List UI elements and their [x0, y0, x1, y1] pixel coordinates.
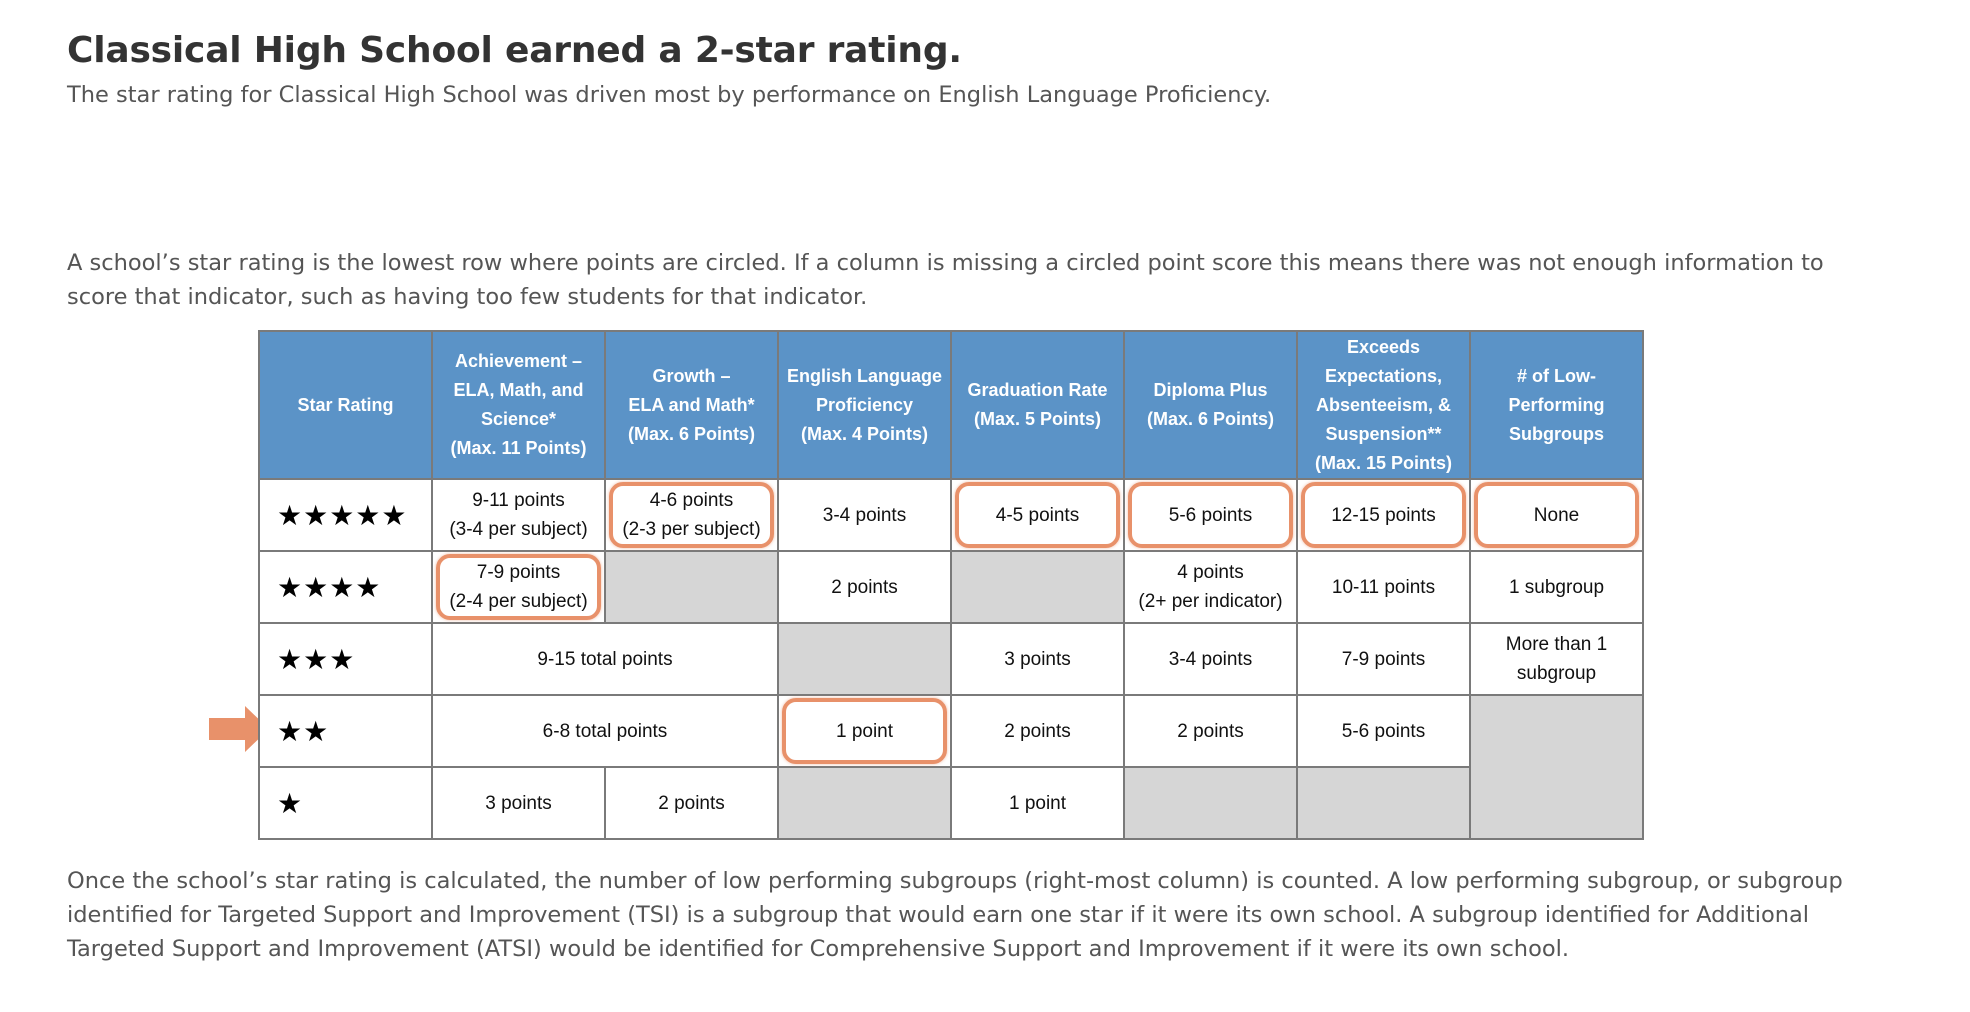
cell-subgroups-empty: [1470, 695, 1643, 839]
cell-elp: 3-4 points: [778, 479, 951, 551]
cell-achievement: 9-11 points (3-4 per subject): [432, 479, 605, 551]
cell-diploma-highlighted: 5-6 points: [1124, 479, 1297, 551]
table-row-four-stars: ★★★★ 7-9 points (2-4 per subject) 2 poin…: [259, 551, 1643, 623]
footer-text: Once the school’s star rating is calcula…: [67, 864, 1867, 966]
cell-graduation: 3 points: [951, 623, 1124, 695]
cell-combined-total: 6-8 total points: [432, 695, 778, 767]
page-title: Classical High School earned a 2-star ra…: [67, 30, 962, 71]
header-diploma-plus: Diploma Plus (Max. 6 Points): [1124, 331, 1297, 479]
header-exceeds-expectations: Exceeds Expectations, Absenteeism, & Sus…: [1297, 331, 1470, 479]
header-star-rating: Star Rating: [259, 331, 432, 479]
cell-elp: 2 points: [778, 551, 951, 623]
cell-subgroups: 1 subgroup: [1470, 551, 1643, 623]
intro-text: A school’s star rating is the lowest row…: [67, 246, 1867, 314]
cell-graduation: 2 points: [951, 695, 1124, 767]
stars-five: ★★★★★: [259, 479, 432, 551]
table-row-two-stars: ★★ 6-8 total points 1 point 2 points 2 p…: [259, 695, 1643, 767]
stars-one: ★: [259, 767, 432, 839]
star-rating-table: Star Rating Achievement – ELA, Math, and…: [258, 330, 1644, 840]
header-achievement: Achievement – ELA, Math, and Science* (M…: [432, 331, 605, 479]
cell-graduation-empty: [951, 551, 1124, 623]
table-row-one-star: ★ 3 points 2 points 1 point: [259, 767, 1643, 839]
cell-diploma: 4 points (2+ per indicator): [1124, 551, 1297, 623]
cell-achievement: 3 points: [432, 767, 605, 839]
header-english-language-proficiency: English Language Proficiency (Max. 4 Poi…: [778, 331, 951, 479]
cell-exceeds: 10-11 points: [1297, 551, 1470, 623]
header-growth: Growth – ELA and Math* (Max. 6 Points): [605, 331, 778, 479]
cell-subgroups: More than 1 subgroup: [1470, 623, 1643, 695]
cell-exceeds: 5-6 points: [1297, 695, 1470, 767]
cell-achievement-highlighted: 7-9 points (2-4 per subject): [432, 551, 605, 623]
stars-two: ★★: [259, 695, 432, 767]
cell-exceeds: 7-9 points: [1297, 623, 1470, 695]
cell-elp-highlighted: 1 point: [778, 695, 951, 767]
table-row-three-stars: ★★★ 9-15 total points 3 points 3-4 point…: [259, 623, 1643, 695]
stars-three: ★★★: [259, 623, 432, 695]
cell-exceeds-empty: [1297, 767, 1470, 839]
cell-combined-total: 9-15 total points: [432, 623, 778, 695]
page-subtitle: The star rating for Classical High Schoo…: [67, 82, 1271, 108]
header-graduation-rate: Graduation Rate (Max. 5 Points): [951, 331, 1124, 479]
cell-diploma-empty: [1124, 767, 1297, 839]
cell-graduation: 1 point: [951, 767, 1124, 839]
cell-growth-empty: [605, 551, 778, 623]
cell-diploma: 3-4 points: [1124, 623, 1297, 695]
stars-four: ★★★★: [259, 551, 432, 623]
cell-diploma: 2 points: [1124, 695, 1297, 767]
cell-subgroups-highlighted: None: [1470, 479, 1643, 551]
cell-exceeds-highlighted: 12-15 points: [1297, 479, 1470, 551]
cell-growth: 2 points: [605, 767, 778, 839]
rating-table: Star Rating Achievement – ELA, Math, and…: [258, 330, 1644, 840]
cell-graduation-highlighted: 4-5 points: [951, 479, 1124, 551]
cell-elp-empty: [778, 767, 951, 839]
cell-elp-empty: [778, 623, 951, 695]
cell-growth-highlighted: 4-6 points (2-3 per subject): [605, 479, 778, 551]
table-header-row: Star Rating Achievement – ELA, Math, and…: [259, 331, 1643, 479]
header-low-performing-subgroups: # of Low- Performing Subgroups: [1470, 331, 1643, 479]
table-row-five-stars: ★★★★★ 9-11 points (3-4 per subject) 4-6 …: [259, 479, 1643, 551]
